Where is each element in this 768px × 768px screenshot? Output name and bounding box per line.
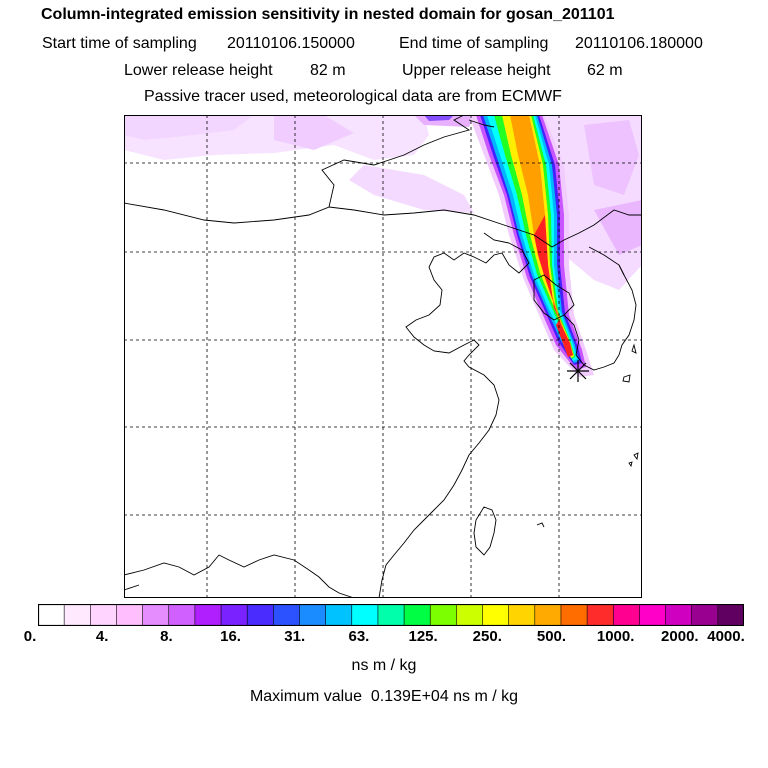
colorbar-segment <box>508 604 536 626</box>
colorbar-segment <box>63 604 92 626</box>
colorbar-segment <box>482 604 510 626</box>
colorbar-segment <box>351 604 379 626</box>
units-label: ns m / kg <box>351 657 417 674</box>
colorbar-tick-label: 31. <box>284 628 306 645</box>
colorbar-segment <box>38 604 65 626</box>
colorbar-tick-label: 16. <box>220 628 241 645</box>
lower-height-value: 82 m <box>310 62 346 79</box>
coastlines <box>124 115 642 598</box>
maximum-value-number: 0.139E+04 ns m / kg <box>370 688 519 705</box>
colorbar-segment <box>299 604 327 626</box>
colorbar-segment <box>534 604 562 626</box>
colorbar-segment <box>116 604 144 626</box>
colorbar-tick-label: 125. <box>408 628 438 645</box>
colorbar-segment <box>273 604 301 626</box>
colorbar-segment <box>325 604 353 626</box>
grid-lines <box>124 115 642 598</box>
end-time-label: End time of sampling <box>399 35 549 52</box>
colorbar-tick-label: 4000. <box>707 628 745 645</box>
colorbar-tick-label: 500. <box>536 628 567 645</box>
start-time-value: 20110106.150000 <box>227 35 355 52</box>
colorbar-segment <box>403 604 432 626</box>
end-time-value: 20110106.180000 <box>575 35 703 52</box>
colorbar-segment <box>246 604 275 626</box>
maximum-value: Maximum value 0.139E+04 ns m / kg <box>0 688 768 706</box>
colorbar-segment <box>429 604 458 626</box>
colorbar-segment <box>717 604 744 626</box>
colorbar-tick-label: 1000. <box>596 628 635 645</box>
colorbar <box>38 604 744 626</box>
maximum-value-label: Maximum value <box>249 688 362 705</box>
tracer-info: Passive tracer used, meteorological data… <box>144 88 562 105</box>
upper-height-label: Upper release height <box>402 62 551 79</box>
colorbar-segment <box>194 604 222 626</box>
colorbar-tick-label: 2000. <box>661 628 699 645</box>
colorbar-segment <box>142 604 170 626</box>
colorbar-segment <box>220 604 248 626</box>
colorbar-tick-label: 250. <box>472 628 502 645</box>
colorbar-segment <box>89 604 118 626</box>
receptor-star-icon <box>567 360 589 382</box>
colorbar-segment <box>639 604 667 626</box>
lower-height-label: Lower release height <box>124 62 273 79</box>
colorbar-segment <box>560 604 588 626</box>
colorbar-tick-label: 8. <box>160 628 173 645</box>
upper-height-value: 62 m <box>587 62 623 79</box>
colorbar-tick-label: 0. <box>23 628 37 645</box>
colorbar-segment <box>168 604 196 626</box>
colorbar-segment <box>377 604 405 626</box>
plot-title: Column-integrated emission sensitivity i… <box>41 6 615 23</box>
colorbar-segment <box>665 604 693 626</box>
colorbar-segment <box>612 604 641 626</box>
colorbar-segment <box>456 604 484 626</box>
colorbar-segment <box>586 604 615 626</box>
colorbar-tick-label: 63. <box>348 628 370 645</box>
emission-sensitivity-map <box>124 115 642 598</box>
colorbar-tick-label: 4. <box>95 628 109 645</box>
sensitivity-plume <box>469 115 594 377</box>
start-time-label: Start time of sampling <box>42 35 197 52</box>
colorbar-segment <box>691 604 719 626</box>
